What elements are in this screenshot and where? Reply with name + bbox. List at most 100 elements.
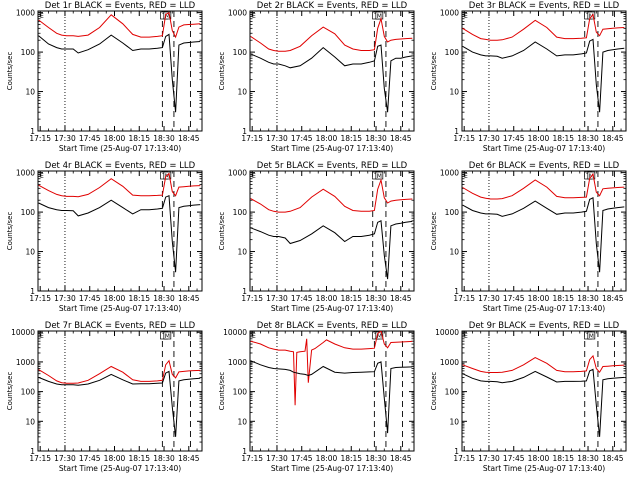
series-line xyxy=(462,13,625,41)
x-tick-label: 17:15 xyxy=(29,134,51,143)
x-tick-label: 18:30 xyxy=(577,294,599,303)
y-tick-label: 1 xyxy=(454,447,459,456)
x-tick-label: 18:45 xyxy=(178,294,200,303)
event-marker-label: M xyxy=(589,333,594,340)
corner-marker-label: E xyxy=(252,173,256,180)
x-tick-label: 17:15 xyxy=(453,454,475,463)
corner-marker-label: E xyxy=(464,333,468,340)
x-axis-label: Start Time (25-Aug-07 17:13:40) xyxy=(483,304,605,313)
x-tick-label: 17:45 xyxy=(79,134,101,143)
y-tick-label: 1000 xyxy=(228,358,247,367)
series-line xyxy=(38,194,201,273)
y-tick-label: 100 xyxy=(445,48,460,57)
y-tick-label: 10 xyxy=(25,248,35,257)
event-marker-label: M xyxy=(377,13,382,20)
x-tick-label: 17:45 xyxy=(291,454,313,463)
x-tick-label: 18:30 xyxy=(577,454,599,463)
x-tick-label: 17:15 xyxy=(241,134,263,143)
x-tick-label: 17:45 xyxy=(79,454,101,463)
series-line xyxy=(250,44,413,113)
y-tick-label: 10000 xyxy=(223,328,247,337)
y-tick-label: 10 xyxy=(25,417,35,426)
event-marker-label: M xyxy=(165,333,170,340)
series-line xyxy=(38,33,201,113)
event-marker-box xyxy=(587,11,596,20)
chart-title: Det 7r BLACK = Events, RED = LLD xyxy=(45,321,196,331)
chart-title: Det 6r BLACK = Events, RED = LLD xyxy=(469,161,620,171)
chart-title: Det 4r BLACK = Events, RED = LLD xyxy=(45,161,196,171)
chart-title: Det 2r BLACK = Events, RED = LLD xyxy=(257,1,408,11)
y-tick-label: 100 xyxy=(21,388,36,397)
x-tick-label: 18:30 xyxy=(365,134,387,143)
x-axis-label: Start Time (25-Aug-07 17:13:40) xyxy=(483,144,605,153)
y-tick-label: 1000 xyxy=(440,169,459,178)
chart-panel: Det 7r BLACK = Events, RED = LLD 1 10 100 10… xyxy=(6,321,203,473)
x-tick-label: 18:00 xyxy=(528,294,550,303)
plot-frame xyxy=(249,330,415,452)
corner-marker-label: E xyxy=(464,173,468,180)
x-tick-label: 18:30 xyxy=(153,134,175,143)
series-line xyxy=(462,354,625,374)
x-tick-label: 18:15 xyxy=(552,294,574,303)
y-tick-label: 10 xyxy=(237,417,247,426)
plot-frame xyxy=(249,170,415,292)
x-tick-label: 18:45 xyxy=(602,454,624,463)
y-tick-label: 10 xyxy=(449,88,459,97)
corner-marker-label: E xyxy=(252,333,256,340)
x-tick-label: 18:00 xyxy=(316,454,338,463)
chart-title: Det 8r BLACK = Events, RED = LLD xyxy=(257,321,408,331)
event-marker-label: M xyxy=(377,333,382,340)
x-tick-label: 17:30 xyxy=(54,134,76,143)
x-tick-label: 18:45 xyxy=(390,294,412,303)
series-line xyxy=(38,370,201,437)
y-tick-label: 100 xyxy=(233,388,248,397)
x-tick-label: 17:45 xyxy=(79,294,101,303)
series-line xyxy=(250,220,413,280)
y-tick-label: 100 xyxy=(445,208,460,217)
x-tick-label: 18:15 xyxy=(552,134,574,143)
chart-panel: Det 8r BLACK = Events, RED = LLD 1 10 100 10… xyxy=(218,321,415,473)
series-line xyxy=(38,11,201,39)
x-tick-label: 18:00 xyxy=(104,454,126,463)
x-tick-label: 17:30 xyxy=(266,454,288,463)
x-tick-label: 17:30 xyxy=(478,454,500,463)
y-tick-label: 10 xyxy=(449,417,459,426)
chart-panel: Det 6r BLACK = Events, RED = LLD 1 10 100 10… xyxy=(430,161,627,313)
x-tick-label: 18:45 xyxy=(602,294,624,303)
x-axis-label: Start Time (25-Aug-07 17:13:40) xyxy=(271,144,393,153)
corner-marker-label: E xyxy=(40,333,44,340)
x-tick-label: 18:45 xyxy=(390,454,412,463)
x-tick-label: 18:30 xyxy=(365,294,387,303)
chart-panel: Det 4r BLACK = Events, RED = LLD 1 10 100 10… xyxy=(6,161,203,313)
x-tick-label: 18:30 xyxy=(365,454,387,463)
y-tick-label: 1 xyxy=(242,287,247,296)
chart-title: Det 9r BLACK = Events, RED = LLD xyxy=(469,321,620,331)
series-line xyxy=(38,359,201,384)
y-axis-label: Counts/sec xyxy=(218,52,226,91)
x-tick-label: 18:45 xyxy=(178,454,200,463)
x-tick-label: 18:00 xyxy=(316,134,338,143)
series-line xyxy=(462,172,625,200)
y-tick-label: 1000 xyxy=(16,9,35,18)
chart-panel: Det 1r BLACK = Events, RED = LLD 1 10 100 10… xyxy=(6,1,203,153)
y-axis-label: Counts/sec xyxy=(218,372,226,411)
chart-panel: Det 3r BLACK = Events, RED = LLD 1 10 100 10… xyxy=(430,1,627,153)
y-axis-label: Counts/sec xyxy=(430,372,438,411)
x-tick-label: 17:45 xyxy=(503,134,525,143)
y-tick-label: 1 xyxy=(454,127,459,136)
plot-frame xyxy=(461,10,627,132)
plot-frame xyxy=(461,170,627,292)
series-line xyxy=(462,368,625,437)
x-axis-label: Start Time (25-Aug-07 17:13:40) xyxy=(59,464,181,473)
y-tick-label: 1 xyxy=(30,447,35,456)
series-line xyxy=(250,331,413,406)
plot-frame xyxy=(37,170,203,292)
y-tick-label: 1000 xyxy=(440,9,459,18)
plot-frame xyxy=(461,330,627,452)
x-tick-label: 18:15 xyxy=(128,454,150,463)
y-axis-label: Counts/sec xyxy=(6,52,14,91)
chart-title: Det 3r BLACK = Events, RED = LLD xyxy=(469,1,620,11)
x-tick-label: 17:30 xyxy=(54,454,76,463)
plot-frame xyxy=(37,10,203,132)
